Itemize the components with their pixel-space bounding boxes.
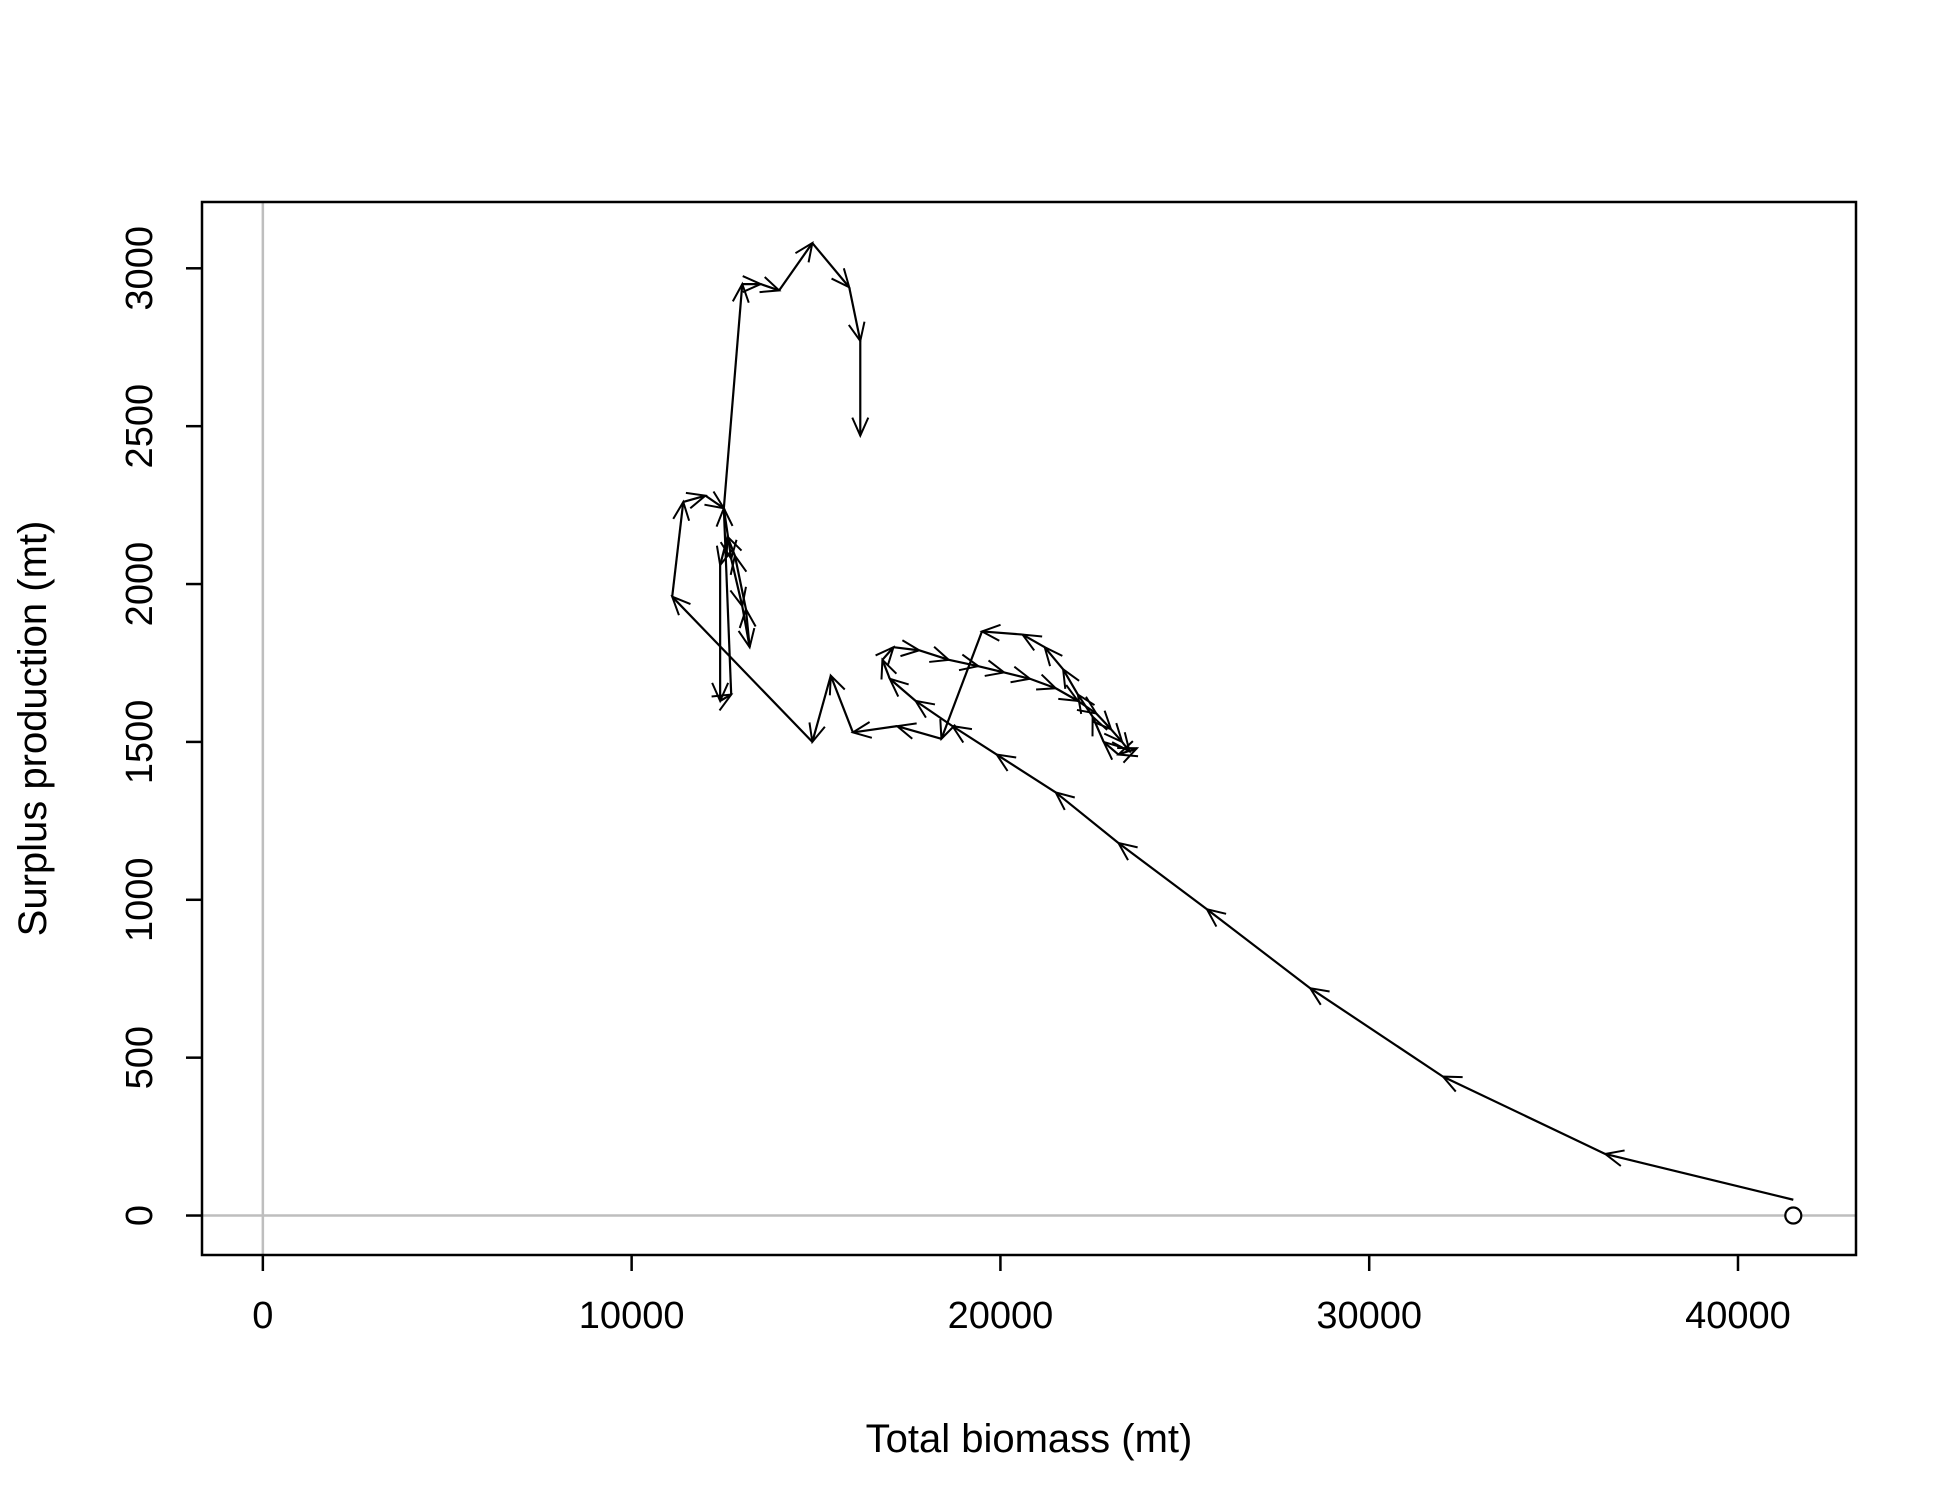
trajectory-segment [978,659,1007,677]
x-tick-label: 0 [252,1295,273,1337]
trajectory-segment [729,553,748,610]
x-tick-label: 30000 [1316,1295,1422,1337]
trajectory-segment [811,242,851,290]
trajectory-segment [828,673,854,733]
trajectory-segment [1111,732,1132,754]
y-tick-label: 500 [119,1026,161,1089]
trajectory-segment [994,753,1057,794]
start-point-marker [1784,1206,1803,1225]
trajectory-segment [704,490,726,510]
trajectory-segment [880,657,898,680]
trajectory-segment [1308,986,1444,1078]
x-axis: 0 10000 20000 30000 40000 [252,1255,1791,1337]
y-tick-label: 0 [119,1205,161,1226]
trajectory-segment [1602,1149,1794,1201]
trajectory-segment [671,499,691,597]
trajectory-segment [1055,684,1081,703]
trajectory-segment [1029,673,1059,691]
trajectory-segment [887,677,917,702]
x-tick-label: 20000 [948,1295,1054,1337]
trajectory-segment [1204,907,1311,990]
trajectory-segment [738,606,757,648]
reference-lines [202,202,1856,1255]
x-tick-label: 10000 [579,1295,685,1337]
y-tick-label: 3000 [119,226,161,311]
trajectory-segment [850,721,898,739]
trajectory-segment [715,505,734,695]
trajectory-segment [875,645,896,667]
trajectory-segment [1091,714,1108,743]
trajectory-segment [1092,710,1113,732]
trajectory-segment [1101,740,1123,761]
y-axis-label: Surplus production (mt) [11,521,55,937]
trajectory-segment [670,594,814,743]
trajectory-segment [778,241,814,292]
trajectory-segment [894,722,942,740]
trajectory-segment [759,276,782,294]
x-axis-label: Total biomass (mt) [866,1417,1193,1461]
trajectory-segment [1043,645,1064,671]
trajectory-segment [722,281,750,509]
trajectory-segment [979,623,1023,642]
trajectory-segment [1053,790,1120,844]
x-tick-label: 40000 [1685,1295,1791,1337]
trajectory-segment [1076,692,1096,718]
trajectory-segment [1116,841,1208,911]
trajectory-segment [682,491,708,510]
trajectory-segment [1061,667,1080,696]
y-tick-label: 1000 [119,858,161,943]
trajectory-segment [711,693,734,712]
trajectory-segment [918,645,952,663]
y-tick-label: 1500 [119,700,161,785]
trajectory-segment [1003,665,1033,684]
trajectory-segment [939,631,984,742]
trajectory-segment [1020,633,1046,652]
trajectory-segment [847,287,866,344]
trajectory-segment [948,653,981,672]
plot-frame [200,200,1858,1257]
trajectory-segment [1103,722,1124,744]
trajectory [670,241,1803,1225]
trajectory-segment [808,675,832,745]
y-tick-label: 2500 [119,384,161,469]
y-tick-label: 2000 [119,542,161,627]
trajectory-segment [1440,1075,1606,1155]
trajectory-segment [893,639,922,658]
y-axis: 0 500 1000 1500 2000 2500 3000 [119,226,202,1226]
trajectory-segment [950,724,998,756]
trajectory-segment [715,536,734,568]
